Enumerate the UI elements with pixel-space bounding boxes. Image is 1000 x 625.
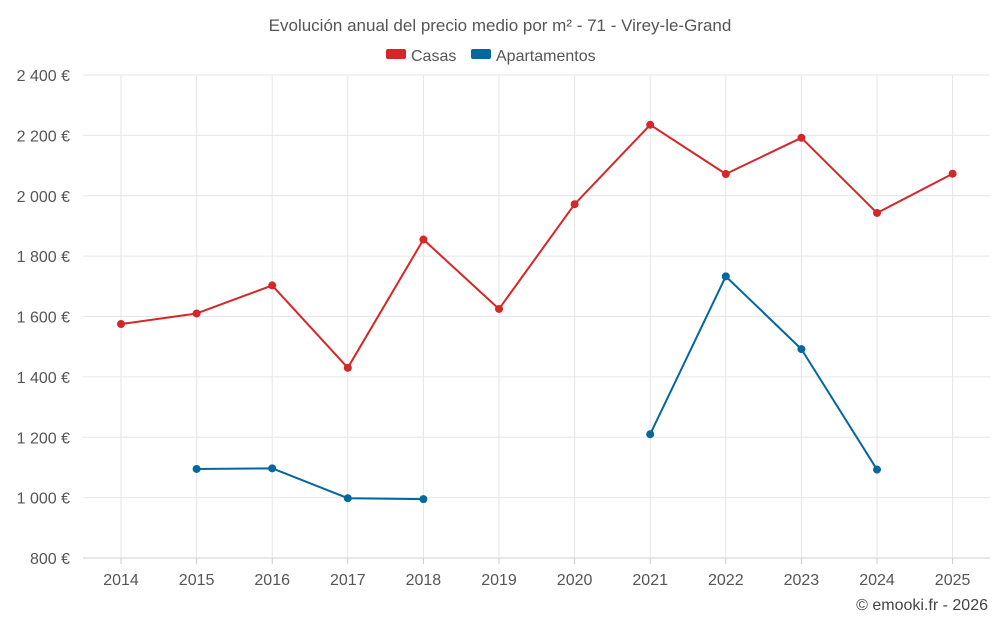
data-point-casas[interactable] — [192, 309, 201, 318]
y-tick-label: 2 200 € — [17, 128, 70, 145]
x-tick-label: 2019 — [481, 572, 517, 589]
data-point-casas[interactable] — [343, 363, 352, 372]
y-tick-label: 1 600 € — [17, 310, 70, 327]
data-point-casas[interactable] — [797, 133, 806, 142]
y-tick-label: 1 800 € — [17, 249, 70, 266]
x-tick-label: 2015 — [179, 572, 215, 589]
data-point-apartamentos[interactable] — [797, 345, 806, 354]
y-axis-labels: 800 € 1 000 € 1 200 € 1 400 € 1 600 € 1 800 €… — [17, 68, 70, 568]
x-tick-label: 2022 — [708, 572, 744, 589]
series-line-casas — [120, 123, 954, 369]
data-point-apartamentos[interactable] — [646, 430, 655, 439]
legend-item-apartamentos[interactable]: Apartamentos — [471, 48, 596, 65]
y-gridlines — [83, 74, 990, 559]
series-line-apartamentos — [649, 275, 878, 471]
legend-swatch-apartamentos — [471, 49, 491, 59]
x-tick-label: 2025 — [935, 572, 971, 589]
data-point-casas[interactable] — [117, 320, 125, 329]
y-tick-label: 1 000 € — [17, 491, 70, 508]
data-point-casas[interactable] — [268, 281, 277, 290]
y-tick-label: 800 € — [30, 551, 70, 568]
chart-title: Evolución anual del precio medio por m² … — [269, 16, 732, 35]
x-tick-label: 2018 — [406, 572, 442, 589]
data-point-casas[interactable] — [721, 170, 730, 179]
data-point-casas[interactable] — [646, 120, 655, 129]
data-point-apartamentos[interactable] — [721, 272, 730, 281]
x-axis-labels: 2014 2015 2016 2017 2018 2019 2020 2021 2022 2023… — [103, 572, 970, 589]
y-tick-label: 2 400 € — [17, 68, 70, 85]
y-tick-label: 1 400 € — [17, 370, 70, 387]
legend-label-apartamentos: Apartamentos — [496, 48, 596, 65]
x-tick-label: 2014 — [103, 572, 139, 589]
series-layer — [117, 120, 957, 504]
data-point-casas[interactable] — [948, 169, 957, 178]
y-tick-label: 1 200 € — [17, 430, 70, 447]
legend-swatch-casas — [386, 49, 406, 59]
data-point-apartamentos[interactable] — [343, 494, 352, 503]
x-tick-label: 2016 — [254, 572, 290, 589]
x-tick-label: 2024 — [859, 572, 895, 589]
data-point-casas[interactable] — [419, 235, 428, 244]
x-tick-label: 2023 — [784, 572, 820, 589]
series-line-apartamentos — [196, 467, 424, 501]
series-casas — [117, 120, 957, 372]
legend-item-casas[interactable]: Casas — [386, 48, 456, 65]
data-point-casas[interactable] — [495, 304, 503, 313]
legend: Casas Apartamentos — [386, 48, 596, 65]
data-point-apartamentos[interactable] — [419, 495, 428, 504]
data-point-casas[interactable] — [873, 208, 881, 217]
x-tick-label: 2020 — [557, 572, 593, 589]
data-point-apartamentos[interactable] — [873, 465, 881, 474]
x-tick-label: 2021 — [632, 572, 668, 589]
data-point-casas[interactable] — [570, 200, 579, 209]
data-point-apartamentos[interactable] — [268, 464, 277, 473]
series-apartamentos — [192, 272, 881, 504]
legend-label-casas: Casas — [411, 48, 456, 65]
data-point-apartamentos[interactable] — [192, 464, 201, 473]
credit-text: © emooki.fr - 2026 — [856, 597, 988, 614]
x-tick-label: 2017 — [330, 572, 366, 589]
y-tick-label: 2 000 € — [17, 189, 70, 206]
x-gridlines — [120, 75, 954, 564]
